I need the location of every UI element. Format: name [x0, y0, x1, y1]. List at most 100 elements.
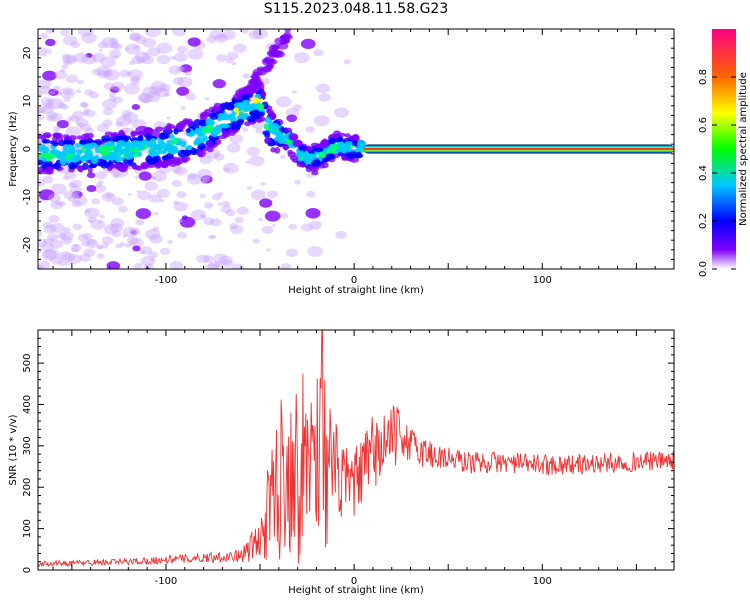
- spectrogram-noise-cell: [42, 53, 47, 57]
- spectrogram-ridge-cell: [269, 113, 277, 119]
- spectrogram-ridge-cell: [249, 83, 259, 89]
- spectrogram-noise-cell: [71, 193, 79, 199]
- spectrogram-noise-cell: [212, 79, 226, 89]
- spectrogram-noise-cell: [61, 252, 76, 263]
- spectrogram-noise-cell: [97, 41, 109, 49]
- spectrogram-noise-cell: [76, 79, 84, 85]
- spectrogram-noise-cell: [306, 172, 314, 178]
- spectrogram-noise-cell: [252, 238, 260, 244]
- snr-xlabel: Height of straight line (km): [288, 585, 424, 596]
- spectrogram-noise-cell: [142, 86, 159, 98]
- spectrogram-noise-cell: [177, 45, 188, 54]
- spectrogram-noise-cell: [56, 119, 69, 129]
- spectrogram-noise-cell: [127, 69, 143, 80]
- spectrogram-noise-cell: [48, 237, 55, 242]
- spectrogram-noise-cell: [113, 55, 119, 59]
- spectrogram-ridge-cell: [337, 141, 343, 147]
- spectrogram-noise-cell: [133, 45, 140, 50]
- spectrogram-ridge-cell: [181, 156, 188, 164]
- spectrogram-ridge-cell: [41, 139, 48, 144]
- spectrogram-ridge-cell: [271, 126, 279, 131]
- spectrogram-ridge-cell: [237, 102, 244, 110]
- spectrogram-noise-cell: [79, 123, 92, 132]
- spectrogram-noise-cell: [305, 207, 321, 219]
- spectrogram-ridge-cell: [62, 134, 70, 139]
- spectrogram-noise-cell: [131, 104, 141, 110]
- spectrogram-noise-cell: [292, 104, 302, 111]
- spectrogram-noise-cell: [245, 160, 250, 164]
- spectrogram-ridge-cell: [246, 115, 256, 123]
- spectrogram-noise-cell: [91, 68, 102, 76]
- spectrogram-noise-cell: [84, 109, 96, 118]
- spectrogram-noise-cell: [148, 194, 162, 203]
- spectrogram-ridge-cell: [262, 130, 270, 136]
- spectrogram-noise-cell: [113, 174, 119, 179]
- spectrogram-noise-cell: [71, 200, 82, 208]
- spectrogram-noise-cell: [129, 61, 135, 66]
- spectrogram-noise-cell: [231, 263, 245, 269]
- spectrogram-ridge-cell: [81, 154, 90, 161]
- spectrogram-noise-cell: [47, 98, 64, 110]
- spectrogram-noise-cell: [38, 178, 46, 187]
- spectrogram-noise-cell: [96, 123, 110, 133]
- spectrogram-noise-cell: [95, 171, 108, 180]
- spectrogram-noise-cell: [246, 186, 253, 190]
- spectrogram-ridge-cell: [221, 129, 229, 138]
- spectrogram-ytick-label: -10: [22, 189, 33, 205]
- spectrogram-noise-cell: [44, 48, 53, 55]
- spectrogram-ridge-cell: [170, 148, 180, 154]
- spectrogram-noise-cell: [219, 255, 233, 265]
- spectrogram-ridge-cell: [283, 144, 289, 151]
- spectrogram-noise-cell: [196, 254, 210, 264]
- spectrogram-noise-cell: [87, 219, 94, 224]
- spectrogram-ridge-cell: [82, 162, 89, 170]
- spectrogram-noise-cell: [126, 71, 132, 76]
- spectrogram-noise-cell: [210, 235, 217, 239]
- spectrogram-noise-cell: [171, 180, 182, 187]
- spectrogram-noise-cell: [307, 246, 323, 257]
- spectrogram-ridge-cell: [233, 93, 242, 101]
- spectrogram-ridge-cell: [102, 154, 113, 161]
- spectrogram-noise-cell: [200, 214, 205, 218]
- spectrogram-noise-cell: [104, 69, 120, 81]
- spectrogram-noise-cell: [144, 181, 158, 191]
- spectrogram-branch-cell: [262, 66, 272, 73]
- spectrogram-ridge-cell: [149, 137, 157, 146]
- spectrogram-noise-cell: [137, 57, 146, 64]
- spectrogram-noise-cell: [83, 248, 96, 257]
- spectrogram-ridge-cell: [252, 97, 260, 104]
- spectrogram-noise-cell: [91, 52, 106, 63]
- spectrogram-noise-cell: [159, 83, 171, 92]
- spectrogram-noise-cell: [225, 209, 236, 217]
- spectrogram-noise-cell: [150, 80, 167, 92]
- spectrogram-noise-cell: [288, 223, 298, 230]
- spectrogram-ridge-cell: [88, 163, 97, 169]
- spectrogram-branch-cell: [252, 68, 264, 76]
- spectrogram-noise-cell: [171, 165, 183, 174]
- spectrogram-ridge-cell: [75, 149, 83, 155]
- spectrogram-noise-cell: [63, 190, 75, 199]
- snr-series-line: [38, 330, 674, 568]
- spectrogram-noise-cell: [261, 225, 274, 234]
- spectrogram-noise-cell: [267, 190, 279, 199]
- spectrogram-ridge-cell: [344, 140, 354, 146]
- spectrogram-ridge-cell: [229, 128, 239, 134]
- spectrogram-noise-cell: [91, 198, 100, 205]
- spectrogram-ridge-cell: [163, 125, 173, 131]
- spectrogram-ridge-cell: [217, 112, 226, 121]
- spectrogram-noise-cell: [69, 179, 82, 188]
- spectrogram-noise-cell: [318, 93, 331, 102]
- colorbar-tick-label: 0.2: [698, 213, 709, 229]
- spectrogram-noise-cell: [178, 219, 183, 223]
- spectrogram-noise-cell: [88, 91, 99, 99]
- spectrogram-noise-cell: [222, 259, 234, 268]
- spectrogram-ridge-cell: [180, 140, 187, 148]
- spectrogram-ridge-cell: [210, 131, 219, 137]
- colorbar-ticks: 0.0 0.2 0.4 0.6 0.8: [698, 69, 736, 277]
- spectrogram-noise-cell: [41, 249, 57, 261]
- spectrogram-ridge-cell: [177, 149, 187, 158]
- spectrogram-noise-cell: [102, 119, 113, 127]
- spectrogram-noise-cell: [166, 116, 171, 120]
- spectrogram-noise-cell: [200, 175, 213, 184]
- spectrogram-ridge-cell: [67, 162, 77, 170]
